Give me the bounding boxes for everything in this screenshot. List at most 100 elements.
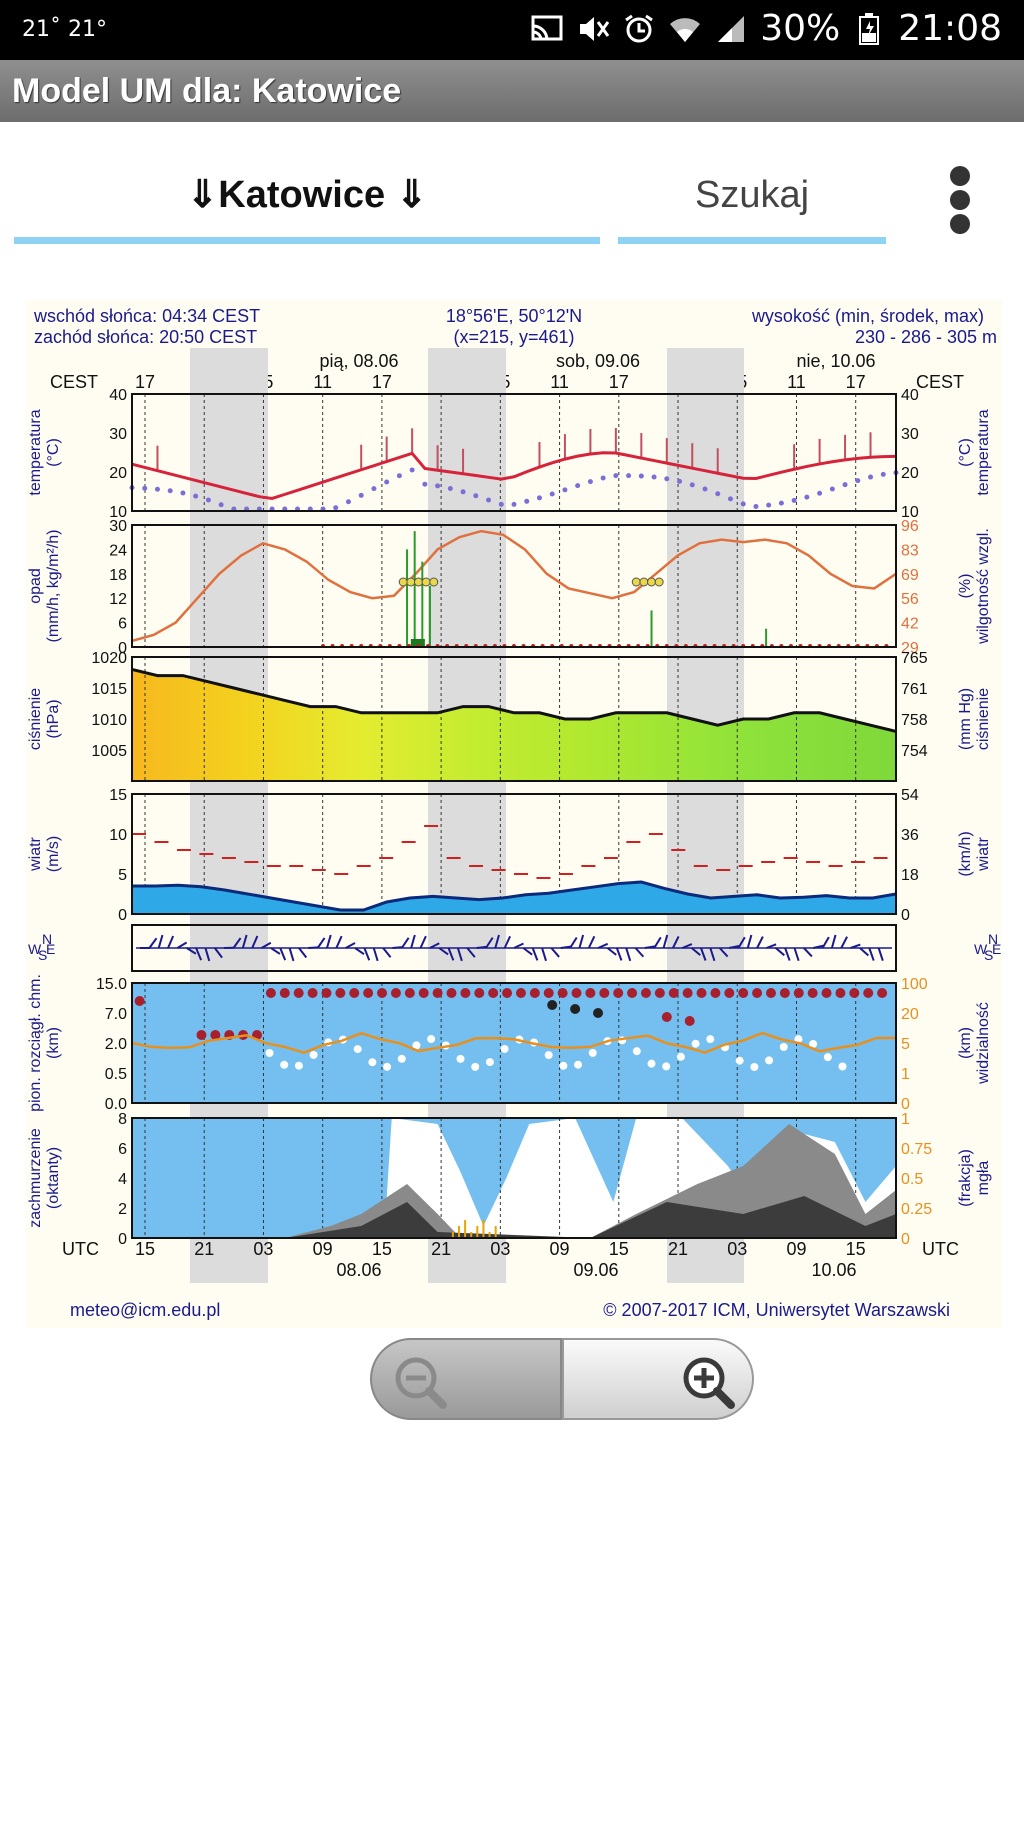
axis-tick-label: 40 — [109, 387, 127, 404]
cloud-white-dot — [809, 1039, 818, 1048]
dewpoint-dot — [396, 473, 402, 479]
tab-city-selector[interactable]: ⇓Katowice ⇓ — [14, 160, 600, 244]
wind-direction-arrow — [625, 947, 632, 962]
zoom-in-button[interactable] — [562, 1338, 754, 1420]
cloud-high-dot — [488, 988, 499, 998]
utc-tick-label: 09 — [313, 1239, 333, 1259]
sunrise-text: wschód słońca: 04:34 CEST — [33, 306, 260, 326]
cloud-high-dot — [654, 988, 665, 998]
cloud-white-dot — [427, 1035, 436, 1044]
contact-email: meteo@icm.edu.pl — [70, 1300, 220, 1320]
axis-tick-label: 8 — [118, 1111, 127, 1128]
day-label-bottom: 09.06 — [573, 1260, 618, 1280]
cloud-high-dot — [571, 988, 582, 998]
wind-direction-arrow — [214, 947, 223, 959]
cloud-high-dot — [418, 988, 429, 998]
wind-direction-arrow — [354, 947, 365, 956]
dewpoint-dot — [613, 473, 619, 479]
axis-tick-label: 4 — [118, 1171, 127, 1188]
visibility-line — [131, 1031, 897, 1055]
cloud-high-dot — [307, 988, 318, 998]
cloud-high-dot — [543, 988, 554, 998]
wind-direction-arrow — [700, 947, 707, 961]
axis-tick-label: 2 — [118, 1201, 127, 1218]
precip-probability-dot — [647, 577, 657, 587]
cloud-high-dot — [793, 988, 804, 998]
wind-direction-arrow — [372, 947, 379, 962]
temperature-line — [131, 451, 897, 501]
axis-title: temperatura — [27, 409, 44, 495]
cloud-white-dot — [383, 1062, 392, 1071]
status-icons: 30% 21:08 — [530, 8, 1002, 49]
axis-title: temperatura — [975, 409, 992, 495]
axis-title: (km) — [957, 1027, 974, 1059]
cloud-high-dot — [682, 988, 693, 998]
precip-probability-dot — [414, 577, 423, 587]
dewpoint-dot — [435, 483, 441, 489]
cloud-low-dot — [134, 996, 145, 1006]
axis-tick-label: 0 — [901, 907, 910, 924]
cloud-high-dot — [404, 988, 415, 998]
utc-tick-label: 21 — [431, 1239, 451, 1259]
panel-frame — [131, 1117, 897, 1239]
cest-tick-label: 17 — [372, 372, 392, 392]
cest-label-right: CEST — [916, 372, 964, 392]
precip-probability-dot — [421, 577, 431, 587]
panel-frame — [131, 524, 897, 648]
wind-direction-arrow — [148, 937, 158, 949]
wind-direction-arrow — [382, 947, 392, 958]
axis-tick-label: 10 — [109, 504, 127, 521]
panel-frame — [131, 793, 897, 915]
axis-title: wilgotność wzgl. — [975, 528, 992, 645]
dewpoint-dot — [142, 485, 148, 491]
cloud-white-dot — [294, 1061, 303, 1070]
dewpoint-dot — [447, 485, 453, 491]
axis-tick-label: 7.0 — [105, 1006, 127, 1023]
wifi-icon — [668, 12, 702, 46]
wind-direction-arrow — [578, 934, 585, 949]
axis-tick-label: 758 — [901, 712, 928, 729]
axis-title: (mm/h, kg/m²/h) — [45, 530, 62, 643]
utc-tick-label: 03 — [253, 1239, 273, 1259]
dewpoint-dot — [460, 489, 466, 495]
coords-text: 18°56'E, 50°12'N — [446, 306, 582, 326]
cloud-white-dot — [662, 1062, 671, 1071]
wind-direction-arrow — [587, 935, 596, 949]
precip-probability-dot — [429, 577, 439, 587]
dewpoint-dot — [167, 488, 173, 494]
utc-tick-label: 15 — [846, 1239, 866, 1259]
tab-search[interactable]: Szukaj — [618, 160, 886, 244]
wind-direction-arrow — [447, 947, 455, 961]
utc-tick-label: 03 — [727, 1239, 747, 1259]
cloud-high-dot — [335, 988, 346, 998]
dewpoint-dot — [511, 501, 517, 507]
cest-tick-label: 11 — [313, 372, 332, 392]
utc-tick-label: 03 — [490, 1239, 510, 1259]
cloud-white-dot — [500, 1044, 509, 1053]
overflow-menu-icon[interactable] — [946, 162, 976, 238]
cloud-mid-dot — [210, 1030, 221, 1040]
wind-direction-arrow — [709, 947, 716, 962]
wind-direction-arrow — [550, 947, 560, 958]
dewpoint-dot — [358, 492, 364, 498]
cloud-white-dot — [471, 1062, 480, 1071]
utc-tick-label: 15 — [609, 1239, 629, 1259]
axis-tick-label: 29 — [901, 640, 919, 657]
app-title: Model UM dla: Katowice — [12, 72, 402, 110]
axis-tick-label: 1005 — [91, 743, 127, 760]
dewpoint-dot — [536, 495, 542, 501]
cloud-white-dot — [456, 1054, 465, 1063]
axis-title: (oktanty) — [45, 1147, 62, 1209]
wind-direction-arrow — [766, 943, 777, 949]
zoom-out-button[interactable] — [370, 1338, 562, 1420]
wind-direction-arrow — [251, 935, 259, 949]
svg-text:N: N — [988, 931, 998, 947]
axis-tick-label: 761 — [901, 681, 928, 698]
cloud-white-dot — [632, 1047, 641, 1056]
cloud-low-dot — [684, 1016, 695, 1026]
dewpoint-dot — [766, 502, 772, 508]
axis-title: (mm Hg) — [957, 688, 974, 750]
cloud-high-dot — [293, 988, 304, 998]
wind-direction-arrow — [176, 941, 188, 949]
wind-direction-arrow — [335, 935, 343, 949]
